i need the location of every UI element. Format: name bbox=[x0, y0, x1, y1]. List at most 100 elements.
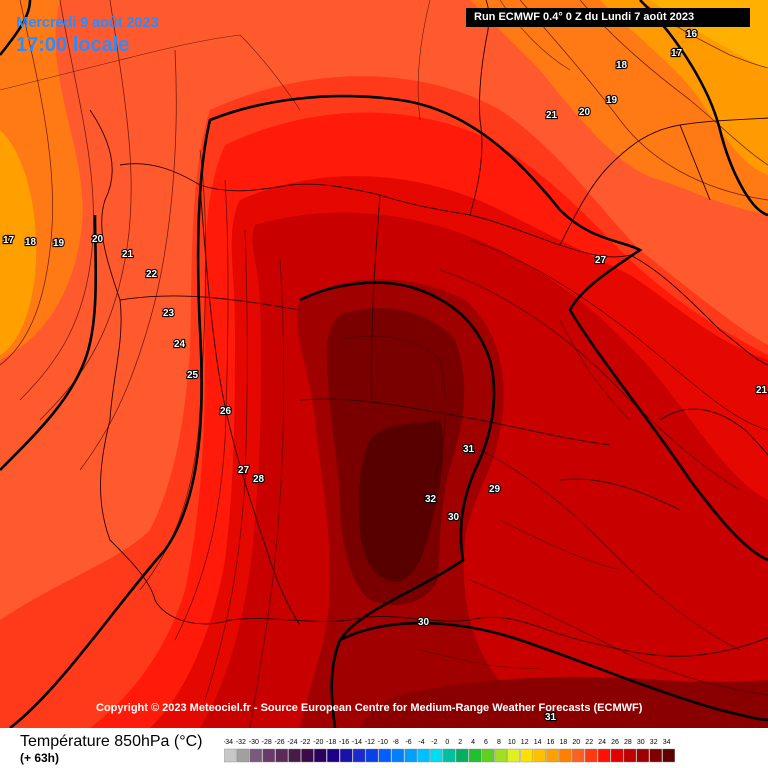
contour-label: 25 bbox=[187, 370, 199, 381]
contour-label: 31 bbox=[463, 444, 475, 455]
legend-swatch bbox=[546, 748, 559, 763]
legend-swatch bbox=[249, 748, 263, 763]
legend-tick-label: 4 bbox=[471, 739, 475, 746]
regional-borders bbox=[0, 0, 631, 669]
contour-label: 29 bbox=[489, 484, 501, 495]
contour-label: 23 bbox=[163, 308, 175, 319]
legend-tick-label: -8 bbox=[393, 739, 399, 746]
legend-tick-label: 18 bbox=[560, 739, 568, 746]
legend-swatch bbox=[365, 748, 379, 763]
contour-label: 27 bbox=[595, 255, 607, 266]
legend-swatch bbox=[417, 748, 430, 763]
legend-tick-label: 30 bbox=[637, 739, 645, 746]
field-32-south bbox=[360, 676, 768, 728]
legend-tick-label: -30 bbox=[249, 739, 259, 746]
legend-swatch bbox=[326, 748, 340, 763]
legend-tick-label: -20 bbox=[313, 739, 323, 746]
legend-tick-label: 20 bbox=[572, 739, 580, 746]
legend-swatch bbox=[339, 748, 353, 763]
legend-tick-label: 6 bbox=[484, 739, 488, 746]
legend-swatch bbox=[481, 748, 495, 763]
legend-tick-label: 34 bbox=[663, 739, 671, 746]
legend-tick-label: 32 bbox=[650, 739, 658, 746]
legend-tick-label: 0 bbox=[445, 739, 449, 746]
legend-swatch bbox=[520, 748, 534, 763]
legend-tick-label: -16 bbox=[339, 739, 349, 746]
legend-swatch bbox=[314, 748, 327, 763]
legend-swatch bbox=[301, 748, 314, 763]
legend-tick-label: 26 bbox=[611, 739, 619, 746]
field-16-18-west bbox=[0, 130, 37, 355]
contour-label: 28 bbox=[253, 474, 265, 485]
legend-tick-label: 22 bbox=[585, 739, 593, 746]
legend-swatch bbox=[533, 748, 546, 763]
field-34-plus bbox=[359, 420, 444, 582]
contour-label: 21 bbox=[546, 110, 558, 121]
map-canvas: 16 17 18 19 20 21 17 18 19 20 21 22 23 2… bbox=[0, 0, 768, 728]
legend-tick-label: -14 bbox=[352, 739, 362, 746]
contour-label: 17 bbox=[3, 235, 15, 246]
coastlines-borders bbox=[89, 0, 768, 657]
contour-label: 30 bbox=[418, 617, 430, 628]
legend-swatch bbox=[468, 748, 482, 763]
contour-label: 30 bbox=[448, 512, 460, 523]
legend-tick-label: -34 bbox=[224, 739, 233, 746]
temperature-map: 16 17 18 19 20 21 17 18 19 20 21 22 23 2… bbox=[0, 0, 768, 728]
legend-swatch bbox=[352, 748, 366, 763]
contour-label: 19 bbox=[606, 95, 618, 106]
contour-labels: 16 17 18 19 20 21 17 18 19 20 21 22 23 2… bbox=[2, 28, 768, 724]
legend-tick-label: -28 bbox=[262, 739, 272, 746]
legend-tick-label: -4 bbox=[418, 739, 424, 746]
contour-label: 18 bbox=[616, 60, 628, 71]
legend-swatch bbox=[662, 748, 675, 763]
legend-swatch bbox=[507, 748, 521, 763]
legend-tick-label: -32 bbox=[236, 739, 246, 746]
legend-swatch bbox=[649, 748, 663, 763]
legend-swatch bbox=[494, 748, 508, 763]
legend-swatch bbox=[610, 748, 624, 763]
legend-swatch bbox=[275, 748, 288, 763]
legend-tick-label: 8 bbox=[497, 739, 501, 746]
legend-tick-label: 14 bbox=[534, 739, 542, 746]
legend-tick-label: -6 bbox=[405, 739, 411, 746]
legend-swatch bbox=[623, 748, 637, 763]
contour-label: 21 bbox=[122, 249, 134, 260]
contour-label: 27 bbox=[238, 465, 250, 476]
legend-swatch bbox=[559, 748, 572, 763]
legend-tick-label: -24 bbox=[287, 739, 297, 746]
legend-tick-label: 24 bbox=[598, 739, 606, 746]
legend-subtitle: (+ 63h) bbox=[20, 751, 60, 765]
legend-swatch bbox=[288, 748, 301, 763]
thick-isotherms bbox=[0, 0, 768, 728]
legend-swatch bbox=[443, 748, 456, 763]
contour-label: 32 bbox=[425, 494, 437, 505]
legend-swatch bbox=[585, 748, 598, 763]
legend-swatch bbox=[455, 748, 469, 763]
forecast-time: 17:00 locale bbox=[16, 34, 130, 56]
legend-swatch bbox=[572, 748, 585, 763]
legend-tick-label: 10 bbox=[508, 739, 516, 746]
contour-label: 17 bbox=[671, 48, 683, 59]
copyright-notice: Copyright © 2023 Meteociel.fr - Source E… bbox=[96, 702, 643, 714]
legend-tick-label: -22 bbox=[300, 739, 310, 746]
legend-swatch bbox=[236, 748, 250, 763]
contour-label: 20 bbox=[579, 107, 591, 118]
legend-tick-label: -18 bbox=[326, 739, 336, 746]
legend-swatch bbox=[391, 748, 404, 763]
legend-swatch bbox=[404, 748, 417, 763]
legend-swatch bbox=[597, 748, 611, 763]
legend-swatch bbox=[262, 748, 276, 763]
legend-swatch bbox=[430, 748, 443, 763]
legend-tick-label: 2 bbox=[458, 739, 462, 746]
contour-label: 22 bbox=[146, 269, 158, 280]
legend-tick-label: -10 bbox=[378, 739, 388, 746]
forecast-date: Mercredi 9 août 2023 bbox=[16, 14, 159, 31]
legend-tick-label: 16 bbox=[547, 739, 555, 746]
legend-swatch bbox=[224, 748, 237, 763]
contour-label: 31 bbox=[545, 712, 557, 723]
legend-color-scale: -34-32-30-28-26-24-22-20-18-16-14-12-10-… bbox=[224, 739, 675, 763]
legend-swatch bbox=[636, 748, 650, 763]
legend-tick-label: -12 bbox=[365, 739, 375, 746]
contour-label: 20 bbox=[92, 234, 104, 245]
model-run-label: Run ECMWF 0.4° 0 Z du Lundi 7 août 2023 bbox=[466, 8, 750, 27]
